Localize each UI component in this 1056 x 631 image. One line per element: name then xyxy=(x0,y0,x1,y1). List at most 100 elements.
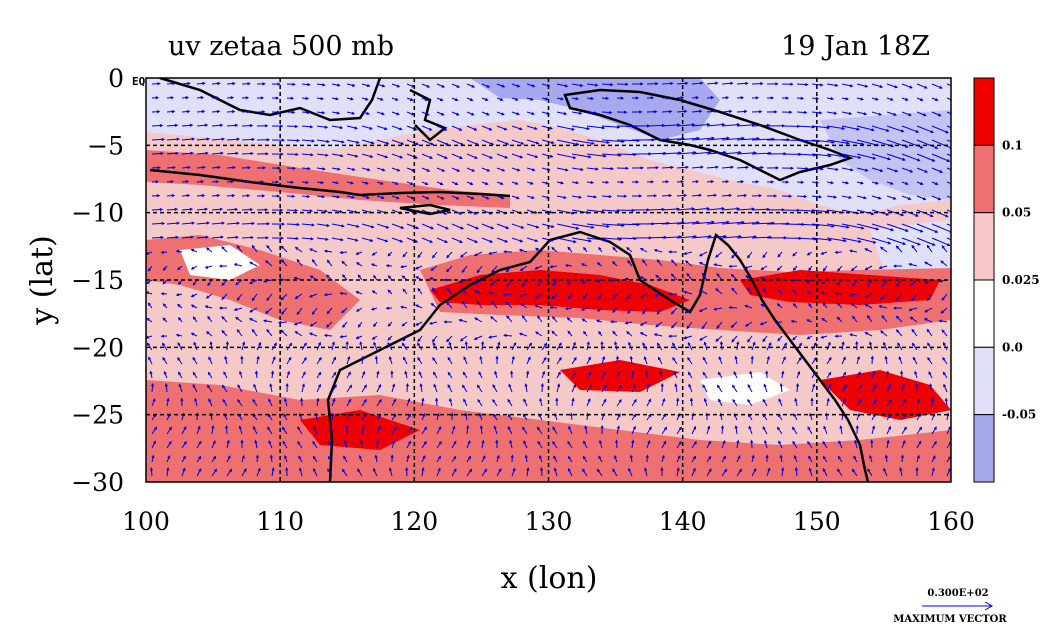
wind-vector xyxy=(927,357,933,365)
wind-vector xyxy=(181,110,190,113)
wind-vector xyxy=(781,357,786,365)
wind-vector-head xyxy=(805,82,809,87)
wind-vector-head xyxy=(931,158,936,162)
wind-vector-head xyxy=(855,340,859,345)
wind-vector-head xyxy=(795,382,800,387)
wind-vector xyxy=(676,441,682,449)
colorbar-swatch xyxy=(973,279,995,348)
wind-vector xyxy=(586,357,591,365)
wind-vector-head xyxy=(890,228,895,232)
wind-vector xyxy=(706,137,729,141)
wind-vector-head xyxy=(209,341,213,345)
wind-vector xyxy=(286,357,292,365)
wind-vector xyxy=(421,153,433,159)
wind-vector xyxy=(421,441,427,449)
wind-vector-head xyxy=(161,342,166,346)
wind-vector-head xyxy=(638,110,643,114)
wind-vector xyxy=(192,384,198,393)
wind-vector xyxy=(492,384,498,393)
wind-vector xyxy=(537,441,543,449)
wind-vector-head xyxy=(183,440,187,445)
wind-vector xyxy=(671,307,678,315)
wind-vector-head xyxy=(571,397,575,402)
wind-vector xyxy=(466,195,474,200)
wind-vector-head xyxy=(612,309,616,313)
wind-vector-head xyxy=(234,123,239,127)
wind-vector xyxy=(541,153,553,158)
wind-vector-head xyxy=(468,468,473,472)
wind-vector-head xyxy=(572,155,577,160)
wind-vector xyxy=(745,265,753,269)
wind-vector xyxy=(460,251,468,258)
wind-vector-head xyxy=(156,194,161,198)
wind-vector-head xyxy=(357,324,361,328)
wind-vector-head xyxy=(387,275,391,279)
wind-vector-head xyxy=(380,97,384,101)
wind-vector-head xyxy=(295,152,299,157)
wind-vector xyxy=(522,279,528,287)
wind-vector-head xyxy=(362,370,366,375)
wind-vector-head xyxy=(446,287,450,292)
wind-vector xyxy=(541,209,552,214)
wind-vector xyxy=(751,342,756,351)
wind-vector xyxy=(459,279,468,283)
wind-vector xyxy=(676,398,679,407)
wind-vector-head xyxy=(186,109,191,114)
wind-vector-head xyxy=(788,194,793,198)
wind-vector-head xyxy=(823,425,827,430)
wind-vector-head xyxy=(146,342,150,346)
wind-vector-head xyxy=(715,338,719,342)
wind-vector xyxy=(509,440,513,449)
wind-vector xyxy=(856,153,876,160)
wind-vector-head xyxy=(476,269,480,274)
wind-vector xyxy=(766,342,772,351)
wind-vector-head xyxy=(725,180,730,184)
y-tick-label: −25 xyxy=(71,401,124,430)
wind-vector xyxy=(181,82,190,85)
wind-vector-head xyxy=(765,454,769,459)
wind-vector xyxy=(901,167,913,173)
wind-vector xyxy=(551,331,558,337)
wind-vector xyxy=(916,398,920,407)
wind-vector xyxy=(523,399,528,407)
wind-vector-head xyxy=(583,246,587,251)
wind-vector xyxy=(506,279,513,287)
wind-vector-head xyxy=(926,328,930,333)
wind-vector xyxy=(931,398,934,407)
wind-vector xyxy=(871,223,894,231)
wind-vector-head xyxy=(552,282,556,286)
wind-vector xyxy=(346,237,358,242)
wind-vector xyxy=(346,209,357,213)
wind-vector-head xyxy=(793,413,797,417)
wind-vector xyxy=(811,342,817,351)
wind-vector-head xyxy=(395,181,399,185)
wind-vector-head xyxy=(930,397,935,402)
wind-vector-head xyxy=(917,158,921,162)
wind-vector-head xyxy=(523,440,527,444)
wind-vector-head xyxy=(656,259,660,263)
wind-vector-head xyxy=(251,297,255,302)
wind-vector-head xyxy=(656,342,660,346)
wind-vector xyxy=(631,440,634,449)
wind-vector-head xyxy=(633,413,637,418)
wind-vector-head xyxy=(417,356,421,361)
wind-vector xyxy=(268,399,273,407)
wind-vector xyxy=(226,124,238,127)
wind-vector-head xyxy=(295,236,299,241)
colorbar-swatch xyxy=(973,414,995,483)
wind-vector xyxy=(901,440,906,449)
wind-vector-head xyxy=(399,127,403,131)
wind-vector-head xyxy=(444,240,449,243)
wind-vector-head xyxy=(160,250,165,254)
wind-vector-head xyxy=(204,265,209,269)
wind-vector xyxy=(706,235,727,239)
wind-vector-head xyxy=(160,334,165,338)
wind-vector xyxy=(736,194,747,197)
wind-vector-head xyxy=(447,371,451,376)
wind-vector xyxy=(568,426,573,435)
wind-vector xyxy=(436,111,444,116)
wind-vector xyxy=(299,468,303,477)
wind-vector xyxy=(511,223,524,229)
wind-vector-head xyxy=(750,355,754,360)
wind-vector-head xyxy=(805,166,809,171)
